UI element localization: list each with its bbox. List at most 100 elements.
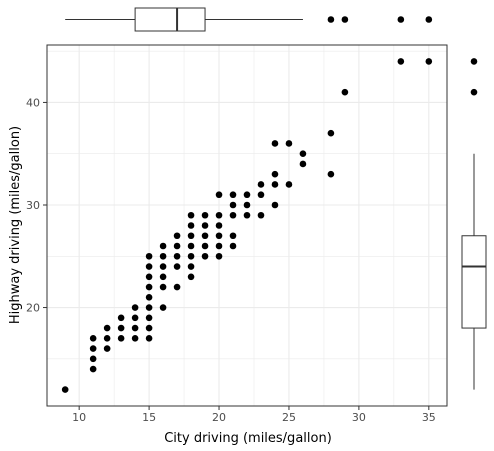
data-point [243,191,251,199]
box-outlier [470,88,478,96]
data-point [89,355,97,363]
data-point [131,335,139,342]
data-point [145,314,153,322]
data-point [215,191,223,199]
data-point [159,273,167,281]
data-point [173,232,181,240]
data-point [103,324,111,332]
data-point [187,273,195,281]
data-point [229,232,237,240]
box-outlier [327,16,335,23]
data-point [103,335,111,342]
data-point [397,58,405,65]
data-point [229,191,237,199]
panel-border [46,44,448,407]
y-tick-label: 30 [26,199,40,212]
data-point [89,345,97,352]
data-point [145,273,153,281]
data-point [145,263,153,270]
data-point [131,324,139,332]
data-point [117,324,125,332]
data-point [117,314,125,322]
data-point [145,304,153,311]
data-point [145,324,153,332]
data-point [145,252,153,260]
x-tick-label: 25 [282,411,296,424]
data-point [257,211,265,219]
data-point [327,129,335,137]
data-point [215,242,223,250]
data-point [131,314,139,322]
data-point [201,222,209,229]
x-tick-label: 10 [72,411,86,424]
data-point [243,201,251,209]
data-point [103,345,111,352]
data-point [285,181,293,188]
data-point [61,386,69,393]
data-point [159,242,167,250]
data-point [341,88,349,96]
box-iqr [134,7,206,32]
data-point [145,283,153,291]
data-point [285,140,293,147]
x-tick-label: 30 [352,411,366,424]
data-point [187,232,195,240]
data-point [89,365,97,373]
data-point [117,335,125,342]
data-point [187,222,195,229]
data-point [173,252,181,260]
data-point [271,201,279,209]
data-point [229,211,237,219]
data-point [229,242,237,250]
x-axis: 10 15 20 25 30 35 [72,406,436,424]
data-point [145,335,153,342]
top-marginal-boxplot [65,7,433,32]
right-marginal-boxplot [461,58,487,390]
data-point [187,211,195,219]
box-iqr [461,235,487,329]
x-tick-label: 20 [212,411,226,424]
data-point [159,283,167,291]
data-point [159,304,167,311]
data-point [271,170,279,178]
y-axis-title: Highway driving (miles/gallon) [8,126,23,324]
data-point [187,242,195,250]
data-point [159,252,167,260]
data-point [215,211,223,219]
box-outlier [341,16,349,23]
data-point [299,160,307,168]
data-point [299,150,307,158]
data-point [187,252,195,260]
data-point [159,263,167,270]
data-point [173,283,181,291]
data-point [271,140,279,147]
x-tick-label: 35 [422,411,436,424]
data-point [89,335,97,342]
data-points [61,58,433,393]
data-point [201,252,209,260]
data-point [257,181,265,188]
data-point [243,211,251,219]
data-point [229,201,237,209]
data-point [187,263,195,270]
data-point [215,222,223,229]
data-point [215,232,223,240]
y-axis: 20 30 40 [26,96,47,315]
data-point [327,170,335,178]
box-outlier [425,16,433,23]
box-outlier [470,58,478,65]
data-point [201,232,209,240]
data-point [215,252,223,260]
data-point [271,181,279,188]
x-tick-label: 15 [142,411,156,424]
y-tick-label: 40 [26,96,40,109]
data-point [145,293,153,301]
y-tick-label: 20 [26,302,40,315]
data-point [131,304,139,311]
data-point [173,242,181,250]
data-point [201,242,209,250]
box-outlier [397,16,405,23]
data-point [425,58,433,65]
data-point [201,211,209,219]
